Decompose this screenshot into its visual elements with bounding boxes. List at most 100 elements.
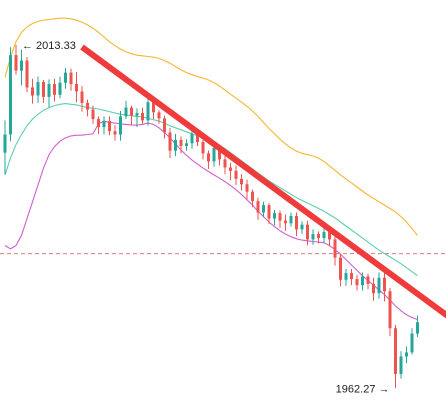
candle-body-up [377,277,381,294]
candle-body-down [355,279,359,286]
candle-body-up [405,352,408,357]
candle-body-down [31,87,34,96]
candle [405,346,408,364]
candle-body-up [64,72,67,83]
candle-body-up [311,234,315,240]
candle-body-up [58,82,62,95]
candle-body-up [212,147,216,162]
candle [80,86,84,112]
candle-body-down [53,84,56,95]
candle [20,49,23,86]
candle [295,212,298,237]
candle-body-down [108,121,111,132]
candle-body-down [141,112,144,121]
candle [245,179,249,200]
candle-body-down [306,224,309,240]
candle [3,120,7,175]
candle [31,78,34,104]
candle [135,108,139,128]
candle-body-up [416,322,419,334]
candle-body-up [262,205,265,213]
candle [58,76,62,99]
candle-body-down [278,213,282,221]
candle-body-down [201,141,205,154]
candle [102,116,106,135]
candle-body-down [317,234,320,239]
candle-body-down [388,291,392,329]
candle-body-down [223,159,227,168]
candle [300,221,304,235]
candle [168,127,172,159]
candle-body-down [267,205,271,219]
candle [377,272,381,299]
candle [289,212,293,227]
candle [36,76,40,103]
candle-body-up [410,333,414,353]
candle [69,68,73,91]
candle-body-down [179,139,183,146]
candle [234,165,238,185]
candle [372,277,375,301]
candle-body-down [130,107,133,116]
candle-body-down [207,153,210,162]
candle-body-up [399,356,403,374]
candle [174,133,177,157]
candle-body-down [256,201,260,213]
candle [97,116,100,134]
candle [47,79,51,108]
candle [394,324,397,389]
candle-body-down [168,132,172,151]
candle-body-down [339,257,342,280]
candle [256,197,260,220]
candle-body-up [185,143,188,146]
candle-body-down [234,170,238,179]
candle-body-up [119,116,122,135]
candle [130,105,133,126]
candle-body-down [97,119,100,128]
candle [64,67,67,89]
candle [53,78,56,102]
candle-body-up [146,102,150,121]
candle [273,209,276,226]
candle-body-down [80,91,84,103]
candle-body-up [289,215,293,224]
candle [388,287,392,337]
high-price-label: ← 2013.33 [22,40,76,52]
candle [344,269,348,286]
candle-body-down [284,220,287,224]
candle [355,275,359,291]
candle-body-up [3,134,7,153]
candle [350,269,353,286]
candle [383,272,386,302]
candle-body-up [36,82,40,96]
candle [124,100,128,120]
candle-body-up [124,107,128,117]
candle-body-down [75,84,78,92]
candle [190,130,194,149]
candle-body-down [333,239,337,258]
candle-body-down [295,215,298,230]
candle [146,98,150,126]
candle [9,47,12,142]
candle [240,174,243,191]
candle-body-down [328,232,331,240]
candle-body-down [163,118,166,133]
candle-body-down [394,328,397,374]
candle-body-down [350,273,353,280]
candle [366,273,370,290]
candle-body-down [14,55,18,71]
candle [201,139,205,160]
candle-body-up [344,273,348,280]
candle [317,231,320,244]
candle [25,57,29,93]
candle-body-down [383,277,386,292]
candle [306,220,309,246]
upper-band-line [4,17,418,236]
candle-body-down [25,60,29,88]
candle [207,150,210,169]
candle [91,105,95,124]
candle-body-down [229,167,232,171]
candle [251,189,254,208]
candle-body-down [86,102,89,110]
candle-body-up [135,112,139,116]
